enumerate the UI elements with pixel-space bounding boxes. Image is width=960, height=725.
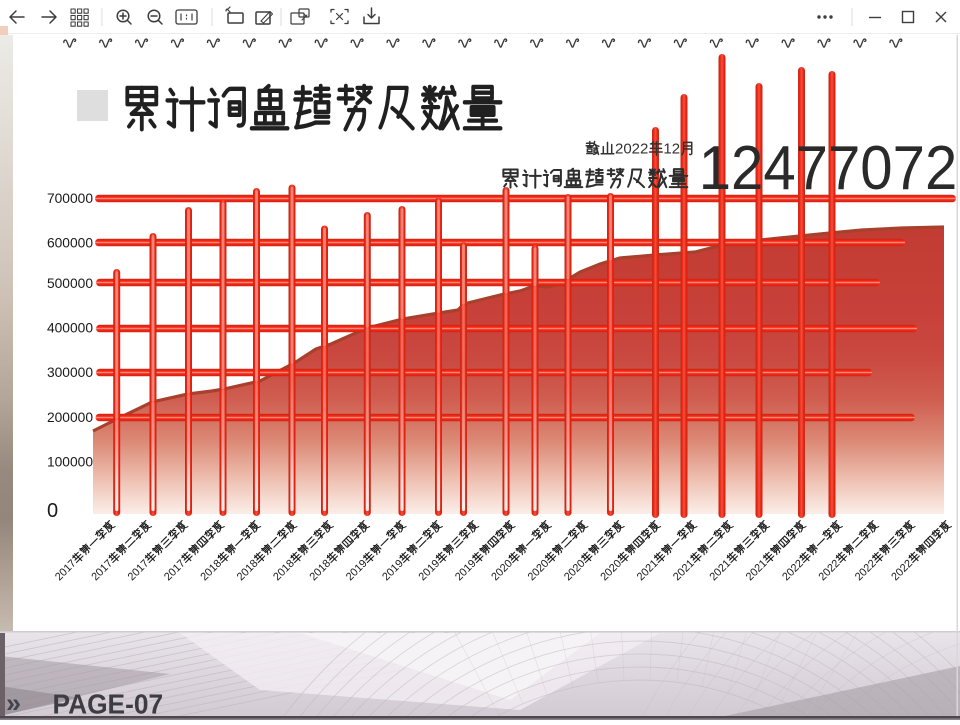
svg-text:»: »	[6, 688, 21, 718]
svg-text:600000: 600000	[47, 235, 93, 250]
svg-text:12: 12	[663, 141, 680, 158]
svg-text:12477072: 12477072	[699, 133, 958, 202]
svg-text:300000: 300000	[47, 365, 93, 380]
svg-text:500000: 500000	[47, 276, 93, 291]
svg-text:PAGE-07: PAGE-07	[53, 688, 164, 720]
svg-text:0: 0	[47, 500, 58, 522]
svg-text:200000: 200000	[47, 410, 93, 425]
svg-text:2022: 2022	[615, 141, 648, 158]
svg-text:700000: 700000	[47, 191, 93, 206]
svg-text:100000: 100000	[47, 454, 93, 469]
svg-text:400000: 400000	[47, 320, 93, 335]
